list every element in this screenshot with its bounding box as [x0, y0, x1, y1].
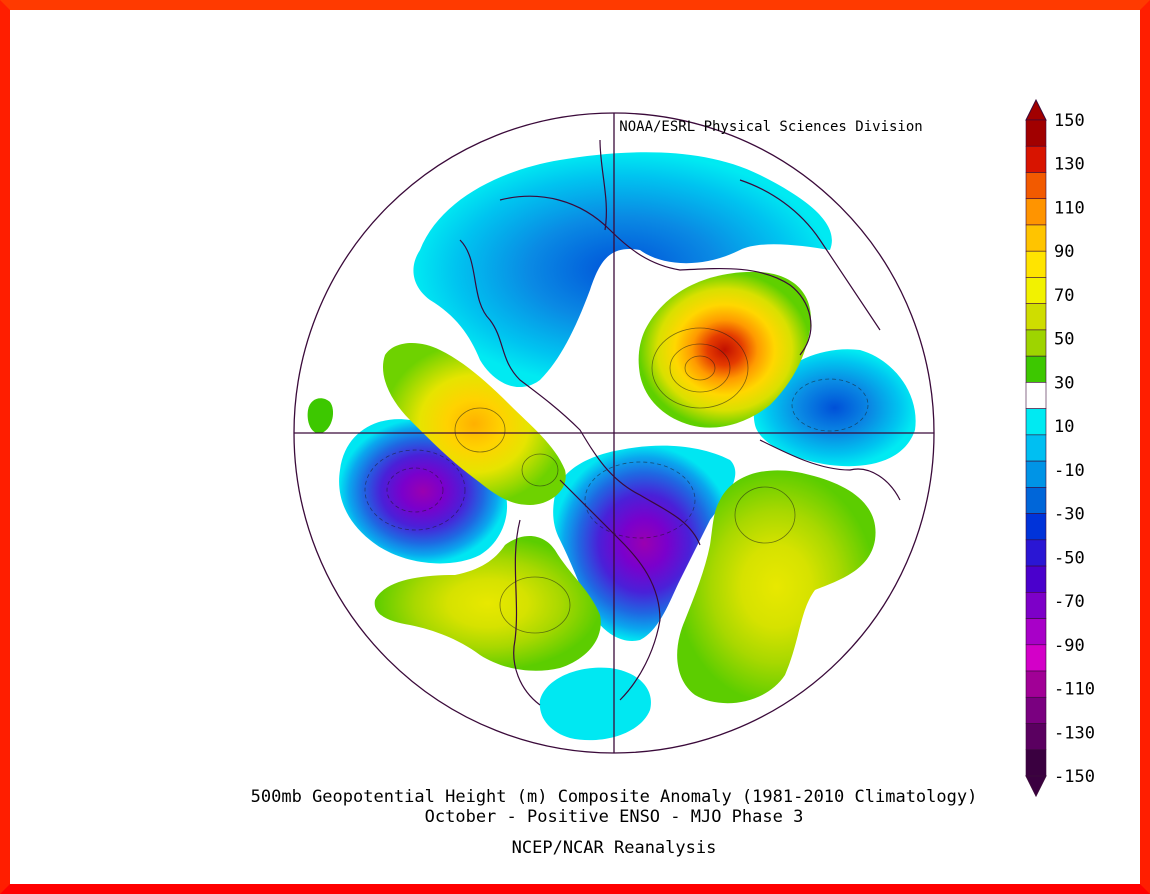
- colorbar-swatch: [1025, 355, 1047, 383]
- colorbar-top-arrow: [1025, 98, 1047, 121]
- colorbar-label: 30: [1054, 373, 1074, 393]
- coastlines: [459, 139, 901, 706]
- colorbar-label: -30: [1054, 505, 1085, 525]
- colorbar-label: -10: [1054, 461, 1085, 481]
- colorbar-swatch: [1025, 119, 1047, 147]
- colorbar-swatch: [1025, 644, 1047, 672]
- colorbar-swatch: [1025, 513, 1047, 541]
- colorbar-label: -70: [1054, 592, 1085, 612]
- colorbar-swatch: [1025, 565, 1047, 593]
- anomaly-positive-west: [382, 343, 566, 505]
- anomaly-positive-southeast: [677, 470, 876, 704]
- colorbar-label: 130: [1054, 155, 1085, 175]
- anomaly-negative-center: [553, 445, 736, 641]
- title-line-1: 500mb Geopotential Height (m) Composite …: [251, 787, 978, 807]
- map-outline: [293, 112, 935, 754]
- colorbar-label: 110: [1054, 198, 1085, 218]
- colorbar-label: 90: [1054, 242, 1074, 262]
- colorbar-swatch: [1025, 329, 1047, 357]
- contour-lines: [364, 327, 869, 634]
- colorbar-swatch: [1025, 749, 1047, 777]
- credit-text: NOAA/ESRL Physical Sciences Division: [619, 119, 922, 135]
- colorbar-label: -130: [1054, 723, 1095, 743]
- colorbar-label: -50: [1054, 548, 1085, 568]
- anomaly-positive-main: [638, 271, 811, 428]
- colorbar-swatch: [1025, 303, 1047, 331]
- colorbar-swatch: [1025, 618, 1047, 646]
- anomaly-positive-small: [307, 398, 334, 434]
- colorbar-label: 50: [1054, 330, 1074, 350]
- colorbar-label: -110: [1054, 680, 1095, 700]
- colorbar-swatch: [1025, 434, 1047, 462]
- colorbar-label: -150: [1054, 767, 1095, 787]
- colorbar-swatch: [1025, 460, 1047, 488]
- colorbar-swatch: [1025, 277, 1047, 304]
- colorbar-swatch: [1025, 250, 1047, 278]
- title-line-2: October - Positive ENSO - MJO Phase 3: [425, 807, 804, 827]
- colorbar-swatch: [1025, 224, 1047, 252]
- colorbar: 150 130 110 90 70 50 30 10 -10 -30 -50 -70 -90 -110 -1…: [1025, 98, 1095, 798]
- colorbar-label: 10: [1054, 417, 1074, 437]
- colorbar-swatch: [1025, 172, 1047, 200]
- colorbar-swatch: [1025, 592, 1047, 619]
- anomaly-negative-top: [413, 152, 832, 388]
- anomaly-positive-southwest: [374, 535, 601, 671]
- colorbar-swatch: [1025, 198, 1047, 226]
- colorbar-swatch: [1025, 382, 1047, 409]
- colorbar-swatch: [1025, 539, 1047, 567]
- colorbar-swatch: [1025, 408, 1047, 436]
- colorbar-label: 150: [1054, 111, 1085, 131]
- colorbar-bottom-arrow: [1025, 775, 1047, 798]
- anomaly-negative-east: [753, 349, 916, 467]
- title-line-3: NCEP/NCAR Reanalysis: [512, 838, 717, 858]
- polar-map: [294, 113, 934, 753]
- anomaly-negative-south: [539, 667, 651, 741]
- colorbar-swatch: [1025, 487, 1047, 514]
- colorbar-swatch: [1025, 670, 1047, 698]
- colorbar-label: 70: [1054, 286, 1074, 306]
- colorbar-swatch: [1025, 723, 1047, 751]
- colorbar-swatch: [1025, 145, 1047, 173]
- colorbar-label: -90: [1054, 636, 1085, 656]
- colorbar-swatch: [1025, 696, 1047, 724]
